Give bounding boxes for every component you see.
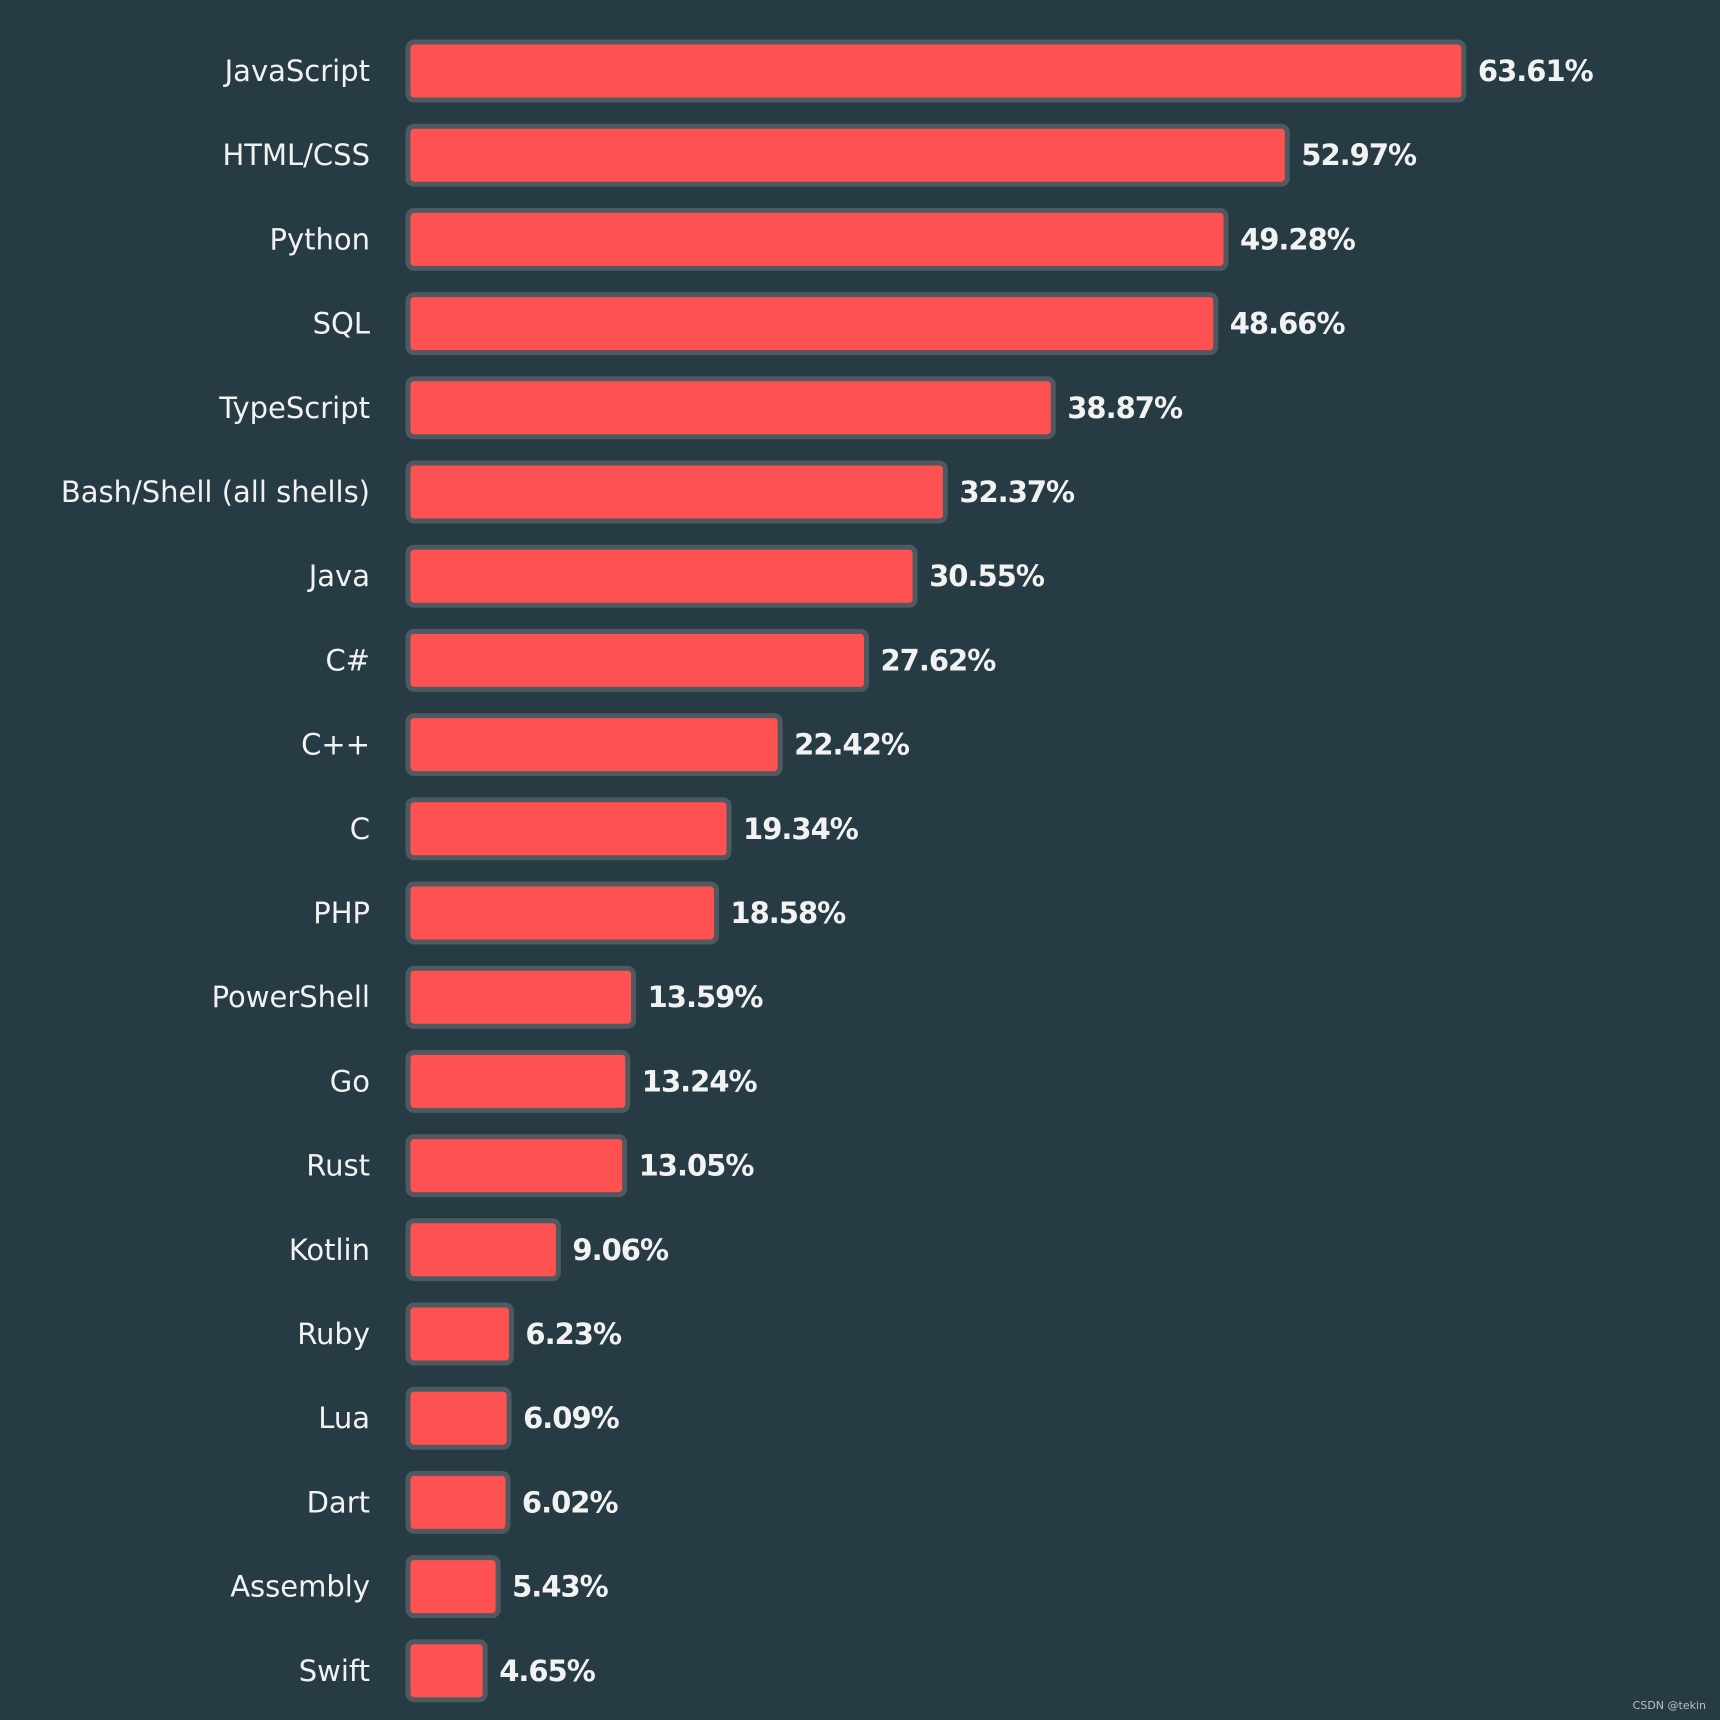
bar-kotlin bbox=[405, 1218, 561, 1282]
category-label: PHP bbox=[313, 896, 370, 930]
value-label: 6.09% bbox=[523, 1401, 620, 1435]
value-label: 32.37% bbox=[959, 475, 1075, 509]
category-label: C++ bbox=[301, 728, 370, 762]
watermark: CSDN @tekin bbox=[1632, 1699, 1706, 1712]
category-label: HTML/CSS bbox=[222, 138, 370, 172]
value-label: 13.24% bbox=[642, 1064, 758, 1098]
bar-powershell bbox=[405, 965, 637, 1029]
value-label: 49.28% bbox=[1240, 222, 1356, 256]
bar-bash-shell-all-shells bbox=[405, 460, 948, 524]
value-label: 13.59% bbox=[648, 980, 764, 1014]
category-label: Python bbox=[269, 222, 370, 256]
category-label: PowerShell bbox=[212, 980, 370, 1014]
value-label: 22.42% bbox=[794, 728, 910, 762]
bar-javascript bbox=[405, 39, 1467, 103]
category-label: Kotlin bbox=[289, 1233, 370, 1267]
bars-layer bbox=[405, 39, 1467, 1703]
bar-dart bbox=[405, 1470, 511, 1534]
category-label: Ruby bbox=[297, 1317, 370, 1351]
bar-java bbox=[405, 544, 918, 608]
bar-python bbox=[405, 207, 1229, 271]
category-label: JavaScript bbox=[223, 54, 370, 88]
value-label: 6.02% bbox=[522, 1485, 619, 1519]
value-label: 18.58% bbox=[730, 896, 846, 930]
category-label: Lua bbox=[318, 1401, 370, 1435]
bar-php bbox=[405, 881, 719, 945]
category-labels: JavaScript HTML/CSS Python SQL TypeScript Bas… bbox=[61, 54, 370, 1688]
bar-html-css bbox=[405, 123, 1290, 187]
bar-rust bbox=[405, 1134, 628, 1198]
value-label: 48.66% bbox=[1230, 307, 1346, 341]
bar-ruby bbox=[405, 1302, 514, 1366]
bar-lua bbox=[405, 1386, 512, 1450]
bar-swift bbox=[405, 1639, 488, 1703]
bar-typescript bbox=[405, 376, 1056, 440]
category-label: C bbox=[350, 812, 370, 846]
bar-assembly bbox=[405, 1555, 501, 1619]
category-label: SQL bbox=[313, 307, 370, 341]
value-label: 52.97% bbox=[1301, 138, 1417, 172]
value-label: 63.61% bbox=[1478, 54, 1594, 88]
category-label: Dart bbox=[307, 1485, 370, 1519]
category-label: Java bbox=[307, 559, 370, 593]
value-label: 9.06% bbox=[572, 1233, 669, 1267]
value-label: 19.34% bbox=[743, 812, 859, 846]
value-label: 30.55% bbox=[929, 559, 1045, 593]
category-label: Swift bbox=[299, 1654, 370, 1688]
bar-c bbox=[405, 628, 869, 692]
value-label: 4.65% bbox=[499, 1654, 596, 1688]
category-label: TypeScript bbox=[218, 391, 370, 425]
value-labels: 63.61% 52.97% 49.28% 48.66% 38.87% 32.37% 30.5… bbox=[499, 54, 1594, 1688]
category-label: Assembly bbox=[230, 1570, 370, 1604]
value-label: 5.43% bbox=[512, 1570, 609, 1604]
value-label: 6.23% bbox=[525, 1317, 622, 1351]
bar-c bbox=[405, 713, 783, 777]
category-label: Go bbox=[330, 1064, 370, 1098]
category-label: Bash/Shell (all shells) bbox=[61, 475, 370, 509]
value-label: 13.05% bbox=[639, 1149, 755, 1183]
bar-go bbox=[405, 1049, 631, 1113]
category-label: C# bbox=[325, 643, 370, 677]
bar-c bbox=[405, 797, 732, 861]
value-label: 27.62% bbox=[880, 643, 996, 677]
value-label: 38.87% bbox=[1067, 391, 1183, 425]
category-label: Rust bbox=[306, 1149, 370, 1183]
bar-sql bbox=[405, 292, 1219, 356]
